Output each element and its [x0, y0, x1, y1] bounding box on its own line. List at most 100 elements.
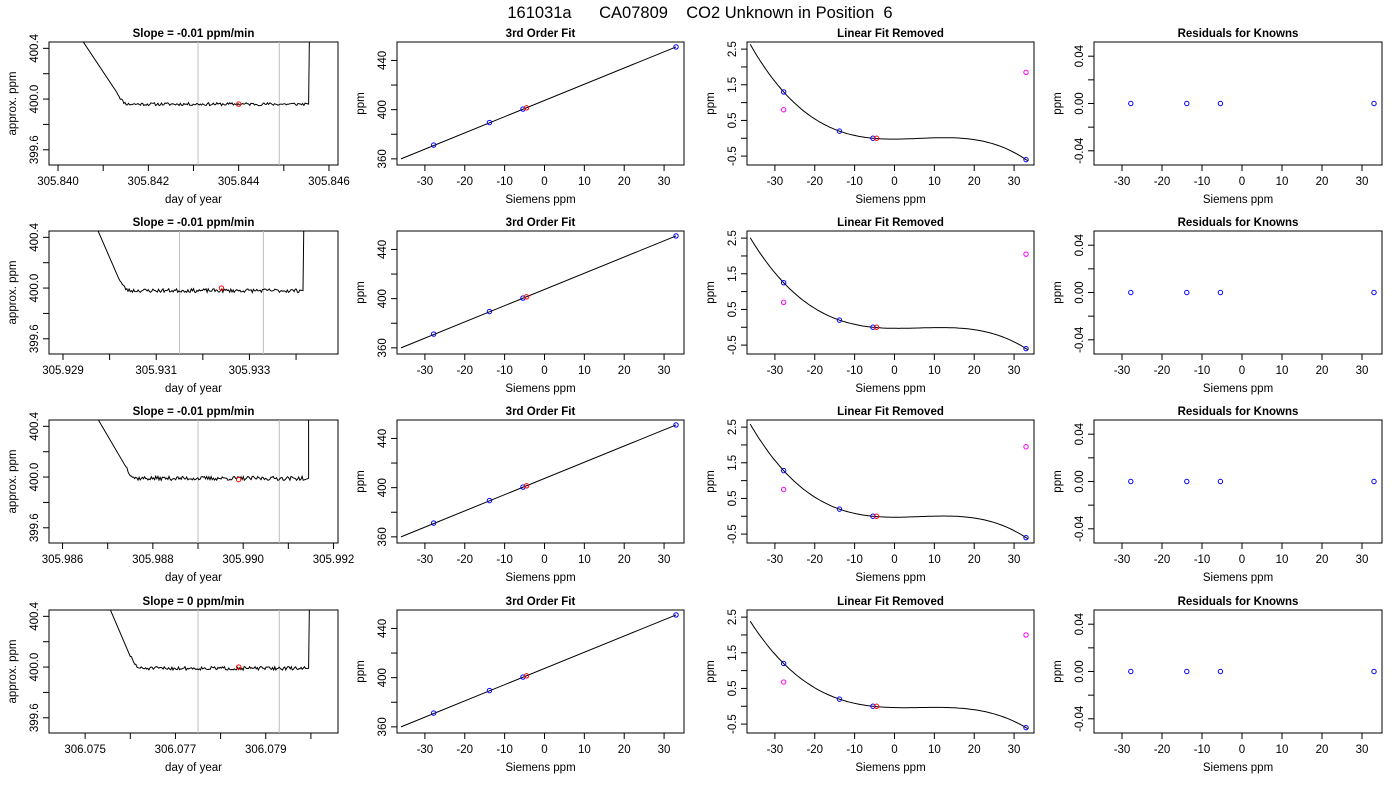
y-tick-label: 1.5 — [727, 455, 739, 471]
y-axis-label: ppm — [355, 92, 367, 114]
data-point — [836, 506, 843, 512]
panel-title: Slope = -0.01 ppm/min — [133, 217, 255, 229]
y-tick-label: -0.04 — [1074, 515, 1086, 542]
x-tick-label: 30 — [658, 554, 671, 566]
data-point — [1184, 478, 1190, 485]
y-tick-label: 0.04 — [1074, 44, 1086, 67]
x-tick-label: 0 — [541, 365, 547, 377]
plot-area — [749, 44, 1029, 163]
panel-r3-c1: Slope = -0.01 ppm/min 305.986 305.988 305.9… — [7, 406, 355, 584]
panel-title: Linear Fit Removed — [837, 406, 944, 418]
y-tick-label: 399.6 — [29, 135, 41, 164]
x-tick-label: 30 — [1356, 365, 1369, 377]
y-tick-label: 1.5 — [727, 266, 739, 282]
y-tick-label: -0.5 — [727, 146, 739, 166]
fit-line — [400, 614, 677, 728]
x-tick-label: 305.986 — [42, 554, 84, 566]
x-tick-label: 10 — [1276, 365, 1289, 377]
y-tick-label: 400.0 — [29, 85, 41, 114]
y-tick-label: 400.4 — [29, 411, 41, 440]
x-axis-label: Siemens ppm — [1203, 194, 1273, 206]
x-tick-label: -20 — [456, 744, 473, 756]
fit-curve — [749, 237, 1029, 351]
data-point — [486, 119, 493, 126]
y-axis-label: ppm — [705, 281, 717, 303]
data-point — [1217, 668, 1224, 675]
plot-area — [97, 231, 305, 354]
x-tick-label: -20 — [1154, 744, 1171, 756]
x-tick-label: -30 — [767, 554, 784, 566]
plot-area — [400, 612, 679, 728]
data-point — [1023, 69, 1029, 76]
data-point — [486, 497, 493, 504]
data-point — [836, 128, 843, 134]
y-tick-label: 0.5 — [727, 112, 739, 128]
data-point — [523, 294, 530, 300]
x-tick-label: 305.844 — [218, 176, 260, 188]
data-point — [1128, 478, 1134, 485]
panel-title: Slope = -0.01 ppm/min — [133, 406, 255, 418]
x-tick-label: 20 — [618, 554, 631, 566]
x-tick-label: -30 — [767, 744, 784, 756]
y-axis-label: ppm — [355, 281, 367, 303]
data-point — [430, 710, 437, 716]
data-point — [870, 513, 876, 519]
x-tick-label: -10 — [846, 176, 863, 188]
y-axis-label: ppm — [705, 660, 717, 682]
x-tick-label: 30 — [1356, 176, 1369, 188]
y-tick-label: 440 — [377, 240, 389, 259]
x-tick-label: 10 — [1276, 744, 1289, 756]
x-axis-label: Siemens ppm — [855, 762, 925, 774]
data-point — [870, 135, 876, 141]
panel-r3-c2: 3rd Order Fit -30 -20 -10 0 10 20 30 360 400 440 Si… — [355, 406, 685, 584]
x-tick-label: 305.992 — [313, 554, 355, 566]
data-point — [870, 324, 876, 330]
plot-frame — [48, 419, 339, 544]
x-tick-label: 30 — [658, 176, 671, 188]
y-tick-label: -0.04 — [1074, 326, 1086, 353]
data-point — [780, 89, 787, 95]
panel-r2-c1: Slope = -0.01 ppm/min 305.929 305.931 305.9… — [7, 217, 339, 395]
x-tick-label: 305.846 — [308, 176, 350, 188]
panel-r3-c4: Residuals for Knowns -30 -20 -10 0 10 20 30 -0.0… — [1052, 406, 1383, 584]
plot-frame — [746, 41, 1035, 166]
fit-line — [400, 46, 677, 160]
panel-title: Residuals for Knowns — [1178, 28, 1299, 40]
y-axis-label: ppm — [1052, 470, 1064, 492]
plot-area — [1128, 668, 1377, 675]
data-point — [523, 105, 530, 111]
panel-grid: Slope = -0.01 ppm/min 305.840 305.842 305.8… — [7, 28, 1383, 774]
x-tick-label: 20 — [968, 176, 981, 188]
x-tick-label: -20 — [806, 744, 823, 756]
data-point — [780, 660, 787, 667]
x-tick-label: 305.931 — [135, 365, 177, 377]
data-point — [870, 703, 876, 709]
series-line — [97, 231, 305, 294]
x-tick-label: -30 — [767, 176, 784, 188]
x-tick-label: 30 — [1008, 744, 1021, 756]
x-tick-label: 10 — [578, 744, 591, 756]
x-tick-label: 30 — [1356, 744, 1369, 756]
data-point — [1371, 668, 1377, 675]
x-tick-label: 20 — [968, 365, 981, 377]
plot-frame — [396, 41, 685, 166]
data-point — [673, 422, 679, 428]
panel-r4-c3: Linear Fit Removed -30 -20 -10 0 10 20 30 -0.5 0.… — [705, 596, 1035, 774]
y-tick-label: 1.5 — [727, 77, 739, 93]
y-tick-label: 0.04 — [1074, 422, 1086, 445]
x-tick-label: 10 — [578, 365, 591, 377]
y-tick-label: 400 — [377, 100, 389, 119]
panel-title: Linear Fit Removed — [837, 596, 944, 608]
x-tick-label: -20 — [1154, 365, 1171, 377]
x-axis-label: day of year — [165, 762, 222, 774]
x-tick-label: -30 — [1114, 554, 1131, 566]
data-point — [486, 308, 493, 315]
y-tick-label: 360 — [377, 717, 389, 736]
x-tick-label: 10 — [928, 176, 941, 188]
data-point — [780, 486, 787, 493]
x-tick-label: -20 — [456, 365, 473, 377]
x-tick-label: 0 — [891, 176, 897, 188]
x-tick-label: -10 — [496, 554, 513, 566]
data-point — [1128, 668, 1134, 675]
y-tick-label: 0.5 — [727, 490, 739, 506]
